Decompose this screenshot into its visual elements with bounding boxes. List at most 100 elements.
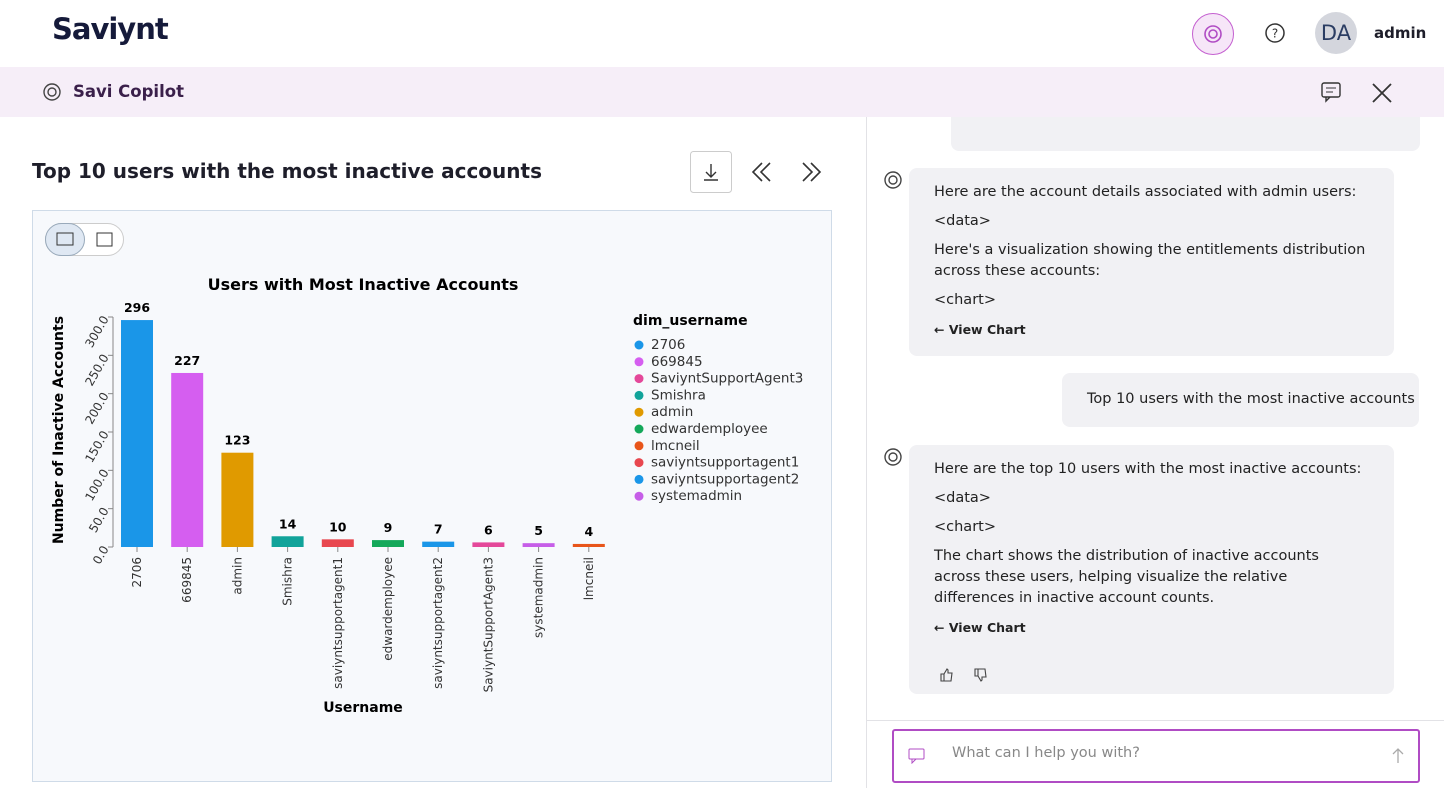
input-placeholder: What can I help you with? <box>952 745 1140 761</box>
message-text: <chart> <box>934 292 996 308</box>
y-axis-label: Number of Inactive Accounts <box>51 316 67 544</box>
bar <box>572 543 605 547</box>
data-label: 10 <box>329 519 347 534</box>
data-label: 227 <box>174 353 200 368</box>
legend-marker <box>634 407 644 417</box>
x-tick-label: saviyntsupportagent1 <box>331 557 345 689</box>
x-tick-label: 2706 <box>130 557 144 588</box>
message-text: Here are the top 10 users with the most … <box>934 461 1362 477</box>
close-icon[interactable] <box>1371 82 1393 104</box>
bar <box>522 543 555 547</box>
message-text: <chart> <box>934 519 996 535</box>
copilot-icon <box>43 83 61 101</box>
chat-history-icon[interactable] <box>1320 81 1344 103</box>
legend-marker <box>634 474 644 484</box>
bar <box>372 540 404 547</box>
legend-label: Smishra <box>651 387 706 403</box>
help-icon[interactable]: ? <box>1264 22 1286 44</box>
copilot-button[interactable] <box>1191 12 1235 56</box>
legend-label: SaviyntSupportAgent3 <box>651 371 803 387</box>
legend-marker <box>634 340 644 350</box>
copilot-title: Savi Copilot <box>73 82 184 101</box>
data-label: 14 <box>279 516 297 531</box>
legend-label: admin <box>651 404 693 420</box>
bar <box>321 539 354 547</box>
legend-marker <box>634 458 644 468</box>
svg-text:?: ? <box>1272 27 1278 41</box>
x-tick-label: Smishra <box>281 557 295 606</box>
bar <box>171 372 204 547</box>
download-button[interactable] <box>690 151 732 193</box>
legend-label: saviyntsupportagent2 <box>651 471 799 487</box>
collapse-button[interactable] <box>750 161 774 183</box>
chat-input[interactable]: What can I help you with? <box>892 729 1420 783</box>
legend-marker <box>634 424 644 434</box>
username: admin <box>1374 24 1427 42</box>
view-chart-link[interactable]: ← View Chart <box>934 322 1026 337</box>
x-tick-label: systemadmin <box>532 557 546 638</box>
header: Saviynt ? DA admin <box>0 0 1444 68</box>
legend-label: edwardemployee <box>651 421 768 437</box>
message-text: Here are the account details associated … <box>934 184 1357 200</box>
data-label: 4 <box>584 524 593 539</box>
chart-title: Users with Most Inactive Accounts <box>208 275 519 294</box>
bar <box>422 541 455 547</box>
legend-marker <box>634 357 644 367</box>
data-label: 9 <box>384 520 393 535</box>
x-tick-label: saviyntsupportagent2 <box>431 557 445 689</box>
link-text[interactable]: View Chart <box>948 620 1026 635</box>
chat-panel: admin Here are the account details assoc… <box>867 117 1444 788</box>
bot-icon <box>884 171 902 189</box>
x-tick-label: admin <box>230 557 244 595</box>
user-message: Top 10 users with the most inactive acco… <box>1062 373 1419 427</box>
chart-view-button[interactable] <box>45 223 85 256</box>
x-tick-label: edwardemployee <box>381 557 395 661</box>
x-tick-label: 669845 <box>180 557 194 603</box>
legend-label: 669845 <box>651 354 703 370</box>
copilot-bar: Savi Copilot <box>0 67 1444 117</box>
table-view-button[interactable] <box>96 232 113 247</box>
legend-marker <box>634 441 644 451</box>
logo[interactable]: Saviynt <box>52 12 169 46</box>
panel-title: Top 10 users with the most inactive acco… <box>32 159 542 183</box>
message-text: <data> <box>934 213 991 229</box>
data-label: 296 <box>124 300 150 315</box>
bar <box>472 542 505 547</box>
legend-label: lmcneil <box>651 438 700 454</box>
message-text: Here's a visualization showing the entit… <box>934 242 1366 279</box>
send-button[interactable] <box>1390 747 1406 765</box>
expand-button[interactable] <box>800 161 824 183</box>
message-text: The chart shows the distribution of inac… <box>934 548 1319 606</box>
bar <box>221 452 254 547</box>
view-chart-link[interactable]: ← View Chart <box>934 620 1026 635</box>
data-label: 6 <box>484 522 493 537</box>
bar <box>121 320 153 547</box>
data-label: 7 <box>434 522 443 537</box>
chart: Users with Most Inactive Accounts Userna… <box>32 210 832 782</box>
input-icon <box>908 748 925 764</box>
legend-label: systemadmin <box>651 488 742 504</box>
x-tick-label: SaviyntSupportAgent3 <box>481 557 495 692</box>
data-label: 123 <box>224 433 250 448</box>
x-axis-label: Username <box>323 700 403 716</box>
legend-marker <box>634 390 644 400</box>
legend-title: dim_username <box>633 313 748 329</box>
link-text[interactable]: View Chart <box>948 322 1026 337</box>
legend-label: saviyntsupportagent1 <box>651 455 799 471</box>
feedback-buttons[interactable] <box>939 667 999 683</box>
legend-label: 2706 <box>651 337 685 353</box>
bot-message: Here are the account details associated … <box>909 168 1394 356</box>
x-tick-label: lmcneil <box>582 557 596 600</box>
data-label: 5 <box>534 523 543 538</box>
bot-icon <box>884 448 902 466</box>
legend-marker <box>634 491 644 501</box>
legend-marker <box>634 374 644 384</box>
bot-message: Here are the top 10 users with the most … <box>909 445 1394 694</box>
user-message: admin <box>951 117 1420 151</box>
avatar[interactable]: DA <box>1315 12 1357 54</box>
chart-view-icon <box>56 232 74 246</box>
bar <box>271 536 304 547</box>
message-text: <data> <box>934 490 991 506</box>
chart-panel: Top 10 users with the most inactive acco… <box>0 117 867 788</box>
